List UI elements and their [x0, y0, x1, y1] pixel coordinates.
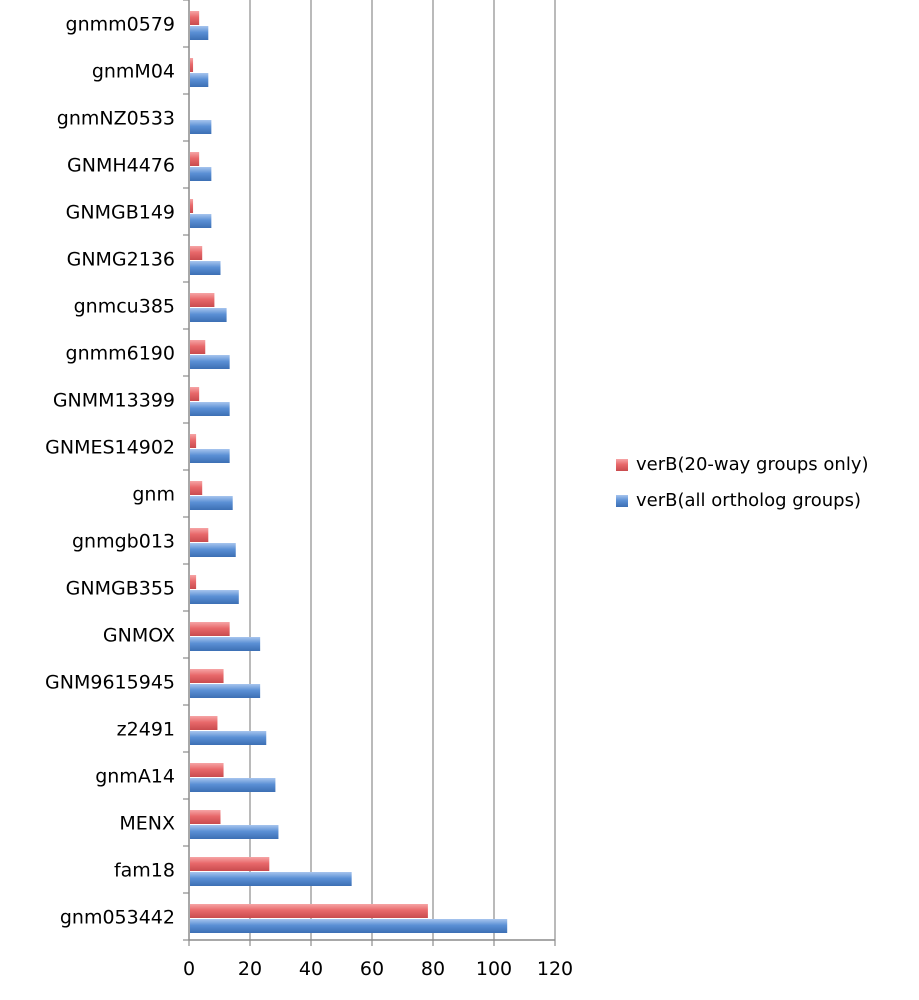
x-tick-label: 40 — [299, 958, 323, 980]
bar-all-ortholog — [190, 731, 267, 745]
category-label: GNMES14902 — [45, 437, 175, 459]
category-labels: gnmm0579 gnmM04 gnmNZ0533 GNMH4476 GNMGB149 G… — [45, 14, 175, 929]
legend-swatch-20way — [616, 459, 628, 471]
category-label: gnmm6190 — [66, 343, 175, 365]
x-tick-label: 120 — [537, 958, 573, 980]
bar-20way — [190, 11, 200, 25]
bar-20way — [190, 716, 218, 730]
bar-20way — [190, 434, 197, 448]
bar-all-ortholog — [190, 449, 230, 463]
bar-all-ortholog — [190, 919, 508, 933]
category-label: GNMM13399 — [53, 390, 175, 412]
bar-all-ortholog — [190, 214, 212, 228]
bar-all-ortholog — [190, 637, 261, 651]
x-tick-labels: 0 20 40 60 80 100 120 — [183, 958, 573, 980]
bar-20way — [190, 669, 224, 683]
bar-20way — [190, 293, 215, 307]
category-label: GNMGB149 — [66, 202, 175, 224]
bar-20way — [190, 387, 200, 401]
bar-all-ortholog — [190, 825, 279, 839]
bar-20way — [190, 904, 428, 918]
category-label: gnmNZ0533 — [57, 108, 175, 130]
x-tick-label: 100 — [476, 958, 512, 980]
bar-20way — [190, 481, 203, 495]
x-tick-label: 80 — [421, 958, 445, 980]
bar-all-ortholog — [190, 778, 276, 792]
category-label: gnmA14 — [95, 766, 175, 788]
bar-all-ortholog — [190, 308, 227, 322]
bar-20way — [190, 763, 224, 777]
bar-all-ortholog — [190, 872, 352, 886]
x-tick-label: 0 — [183, 958, 195, 980]
category-label: MENX — [119, 813, 175, 835]
bar-all-ortholog — [190, 496, 233, 510]
x-tick-label: 20 — [238, 958, 262, 980]
bar-all-ortholog — [190, 26, 209, 40]
bar-all-ortholog — [190, 73, 209, 87]
bar-20way — [190, 152, 200, 166]
legend-swatch-all-ortholog — [616, 495, 628, 507]
bar-20way — [190, 340, 206, 354]
category-label: GNMGB355 — [66, 578, 175, 600]
category-label: gnm — [132, 484, 175, 506]
bar-20way — [190, 575, 197, 589]
category-label: gnmm0579 — [66, 14, 175, 36]
category-label: z2491 — [117, 719, 175, 741]
bar-all-ortholog — [190, 120, 212, 134]
category-label: gnmM04 — [92, 61, 175, 83]
bar-20way — [190, 199, 194, 213]
bar-20way — [190, 58, 194, 72]
bar-20way — [190, 622, 230, 636]
x-tick-label: 60 — [360, 958, 384, 980]
legend-label-all-ortholog: verB(all ortholog groups) — [636, 490, 861, 511]
category-label: gnm053442 — [60, 907, 175, 929]
category-label: GNMH4476 — [67, 155, 175, 177]
bar-all-ortholog — [190, 402, 230, 416]
gridlines — [249, 0, 556, 940]
bar-20way — [190, 857, 270, 871]
bar-all-ortholog — [190, 590, 239, 604]
category-label: fam18 — [114, 860, 175, 882]
bar-20way — [190, 810, 221, 824]
category-label: gnmcu385 — [74, 296, 175, 318]
category-label: GNMG2136 — [67, 249, 175, 271]
bars — [190, 11, 508, 933]
bar-20way — [190, 246, 203, 260]
axes — [183, 0, 556, 946]
category-label: GNMOX — [103, 625, 175, 647]
category-label: GNM9615945 — [45, 672, 175, 694]
bar-all-ortholog — [190, 684, 261, 698]
bar-all-ortholog — [190, 355, 230, 369]
legend: verB(20-way groups only) verB(all ortholo… — [616, 454, 869, 511]
bar-20way — [190, 528, 209, 542]
category-label: gnmgb013 — [72, 531, 175, 553]
bar-all-ortholog — [190, 167, 212, 181]
bar-all-ortholog — [190, 261, 221, 275]
legend-label-20way: verB(20-way groups only) — [636, 454, 869, 475]
bar-all-ortholog — [190, 543, 236, 557]
